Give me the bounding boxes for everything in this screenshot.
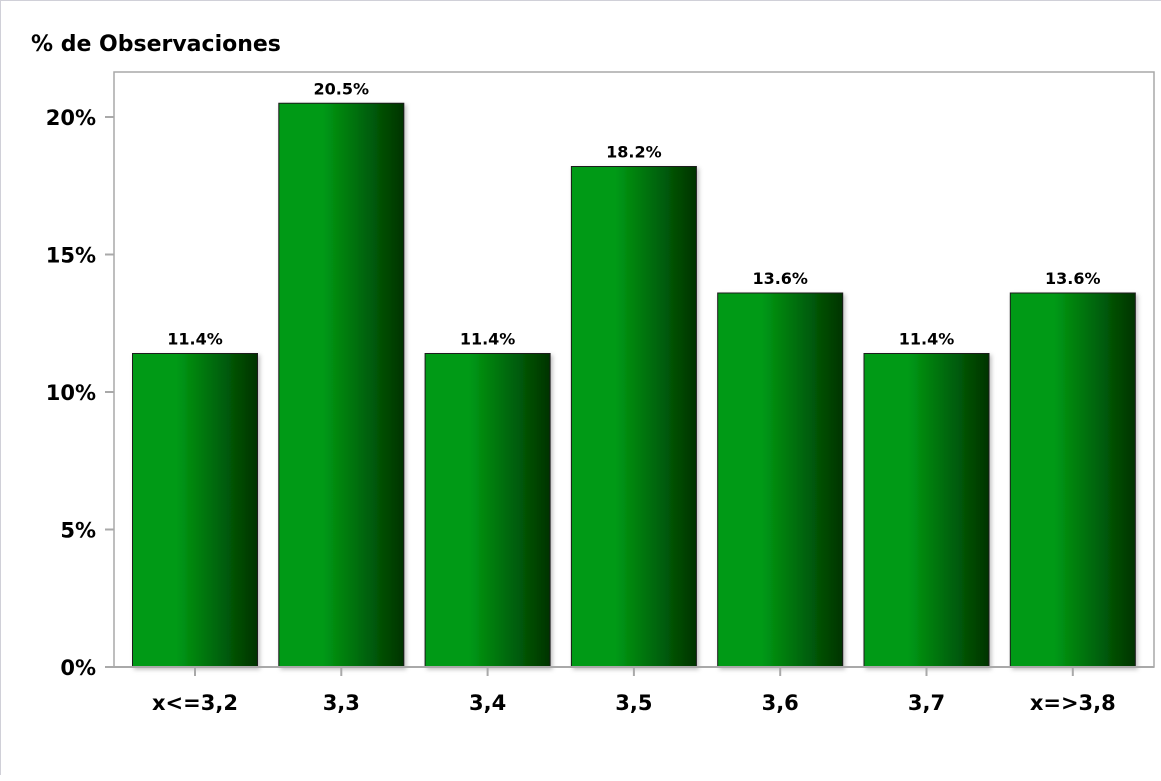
y-tick-label: 10% [46, 381, 96, 405]
bar [717, 292, 844, 668]
x-tick-label: x=>3,8 [1030, 691, 1116, 715]
bar [1009, 292, 1136, 668]
bar [570, 166, 697, 668]
bar [424, 353, 551, 668]
bar [863, 353, 990, 668]
y-tick-label: 20% [46, 106, 96, 130]
bar-value-label: 20.5% [314, 79, 370, 98]
bar-value-label: 13.6% [752, 269, 808, 288]
bar-value-label: 11.4% [460, 330, 516, 349]
bar-value-label: 18.2% [606, 143, 662, 162]
y-tick-label: 5% [60, 519, 96, 543]
bar [278, 102, 405, 668]
x-tick-label: 3,5 [615, 691, 652, 715]
bar-value-label: 11.4% [899, 330, 955, 349]
bar-value-label: 11.4% [167, 330, 223, 349]
x-tick-label: 3,6 [762, 691, 799, 715]
x-axis: x<=3,2 3,3 3,4 3,5 3,6 3,7 x=>3,8 [152, 667, 1116, 715]
x-tick-label: 3,7 [908, 691, 945, 715]
x-tick-label: 3,4 [469, 691, 506, 715]
bar [132, 353, 258, 668]
y-axis-title: % de Observaciones [31, 32, 281, 57]
y-axis: 0% 5% 10% 15% 20% [46, 106, 114, 680]
y-tick-label: 0% [60, 656, 96, 680]
bars-group: 11.4% 20.5% 11.4% 18.2% 13.6% 11.4% 13.6% [132, 79, 1136, 668]
x-tick-label: x<=3,2 [152, 691, 238, 715]
x-tick-label: 3,3 [323, 691, 360, 715]
y-tick-label: 15% [46, 244, 96, 268]
bar-value-label: 13.6% [1045, 269, 1101, 288]
